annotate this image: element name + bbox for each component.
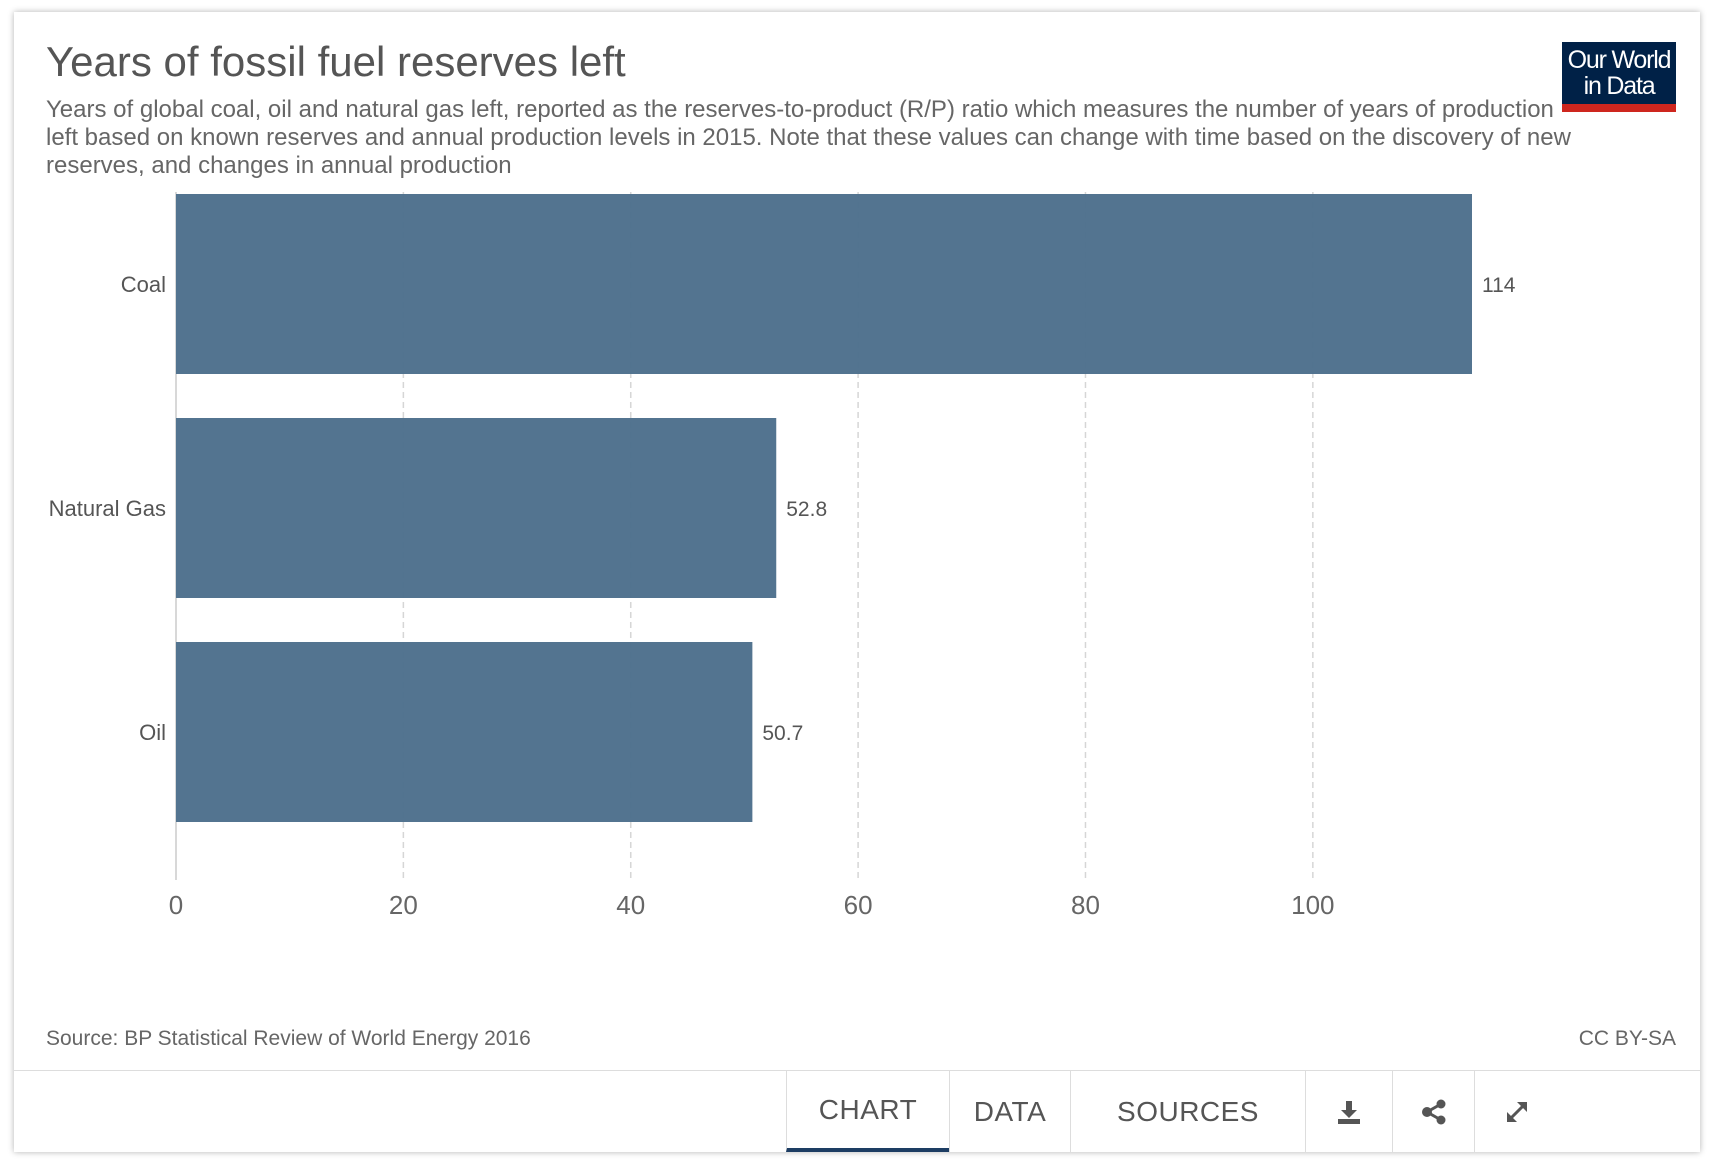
chart-title: Years of fossil fuel reserves left — [46, 38, 626, 85]
category-label-coal: Coal — [121, 272, 166, 297]
tab-chart-label: CHART — [818, 1093, 918, 1125]
value-label-coal: 114 — [1482, 274, 1516, 297]
owid-logo[interactable]: Our World in Data — [1562, 42, 1676, 112]
value-label-natural-gas: 52.8 — [786, 498, 827, 521]
license-link[interactable]: CC BY-SA — [1578, 1027, 1676, 1050]
expand-icon — [1507, 1101, 1527, 1122]
x-tick-label-80: 80 — [1071, 890, 1100, 920]
chart-subtitle: Years of global coal, oil and natural ga… — [46, 96, 1571, 179]
tab-data[interactable]: DATA — [949, 1071, 1070, 1152]
logo-line-1: Our World — [1567, 46, 1672, 74]
bar-chart: Coal 114 Natural Gas 52.8 Oil 50.7 0 20 40 60 80 10… — [49, 192, 1516, 920]
tab-sources-label: SOURCES — [1117, 1095, 1259, 1127]
share-icon — [1421, 1099, 1445, 1124]
logo-accent-bar — [1562, 104, 1676, 112]
category-label-oil: Oil — [139, 720, 166, 745]
bar-oil — [176, 642, 753, 822]
category-label-natural-gas: Natural Gas — [49, 496, 166, 521]
tab-chart[interactable]: CHART — [786, 1071, 949, 1152]
value-label-oil: 50.7 — [762, 722, 803, 745]
x-tick-label-100: 100 — [1291, 890, 1334, 920]
source-note: Source: BP Statistical Review of World E… — [46, 1027, 531, 1050]
x-tick-label-40: 40 — [616, 890, 645, 920]
bar-coal — [176, 194, 1472, 374]
footer-toolbar: CHART DATA SOURCES — [14, 1070, 1700, 1152]
x-tick-label-20: 20 — [389, 890, 418, 920]
download-button[interactable] — [1305, 1071, 1392, 1152]
bar-natural-gas — [176, 418, 777, 598]
download-icon — [1338, 1100, 1360, 1124]
tab-sources[interactable]: SOURCES — [1070, 1071, 1305, 1152]
x-tick-label-0: 0 — [169, 890, 183, 920]
x-tick-label-60: 60 — [844, 890, 873, 920]
fullscreen-button[interactable] — [1474, 1071, 1559, 1152]
share-button[interactable] — [1392, 1071, 1474, 1152]
chart-card: Years of fossil fuel reserves left Years… — [14, 12, 1700, 1152]
logo-line-2: in Data — [1583, 72, 1656, 100]
tab-data-label: DATA — [973, 1095, 1047, 1127]
